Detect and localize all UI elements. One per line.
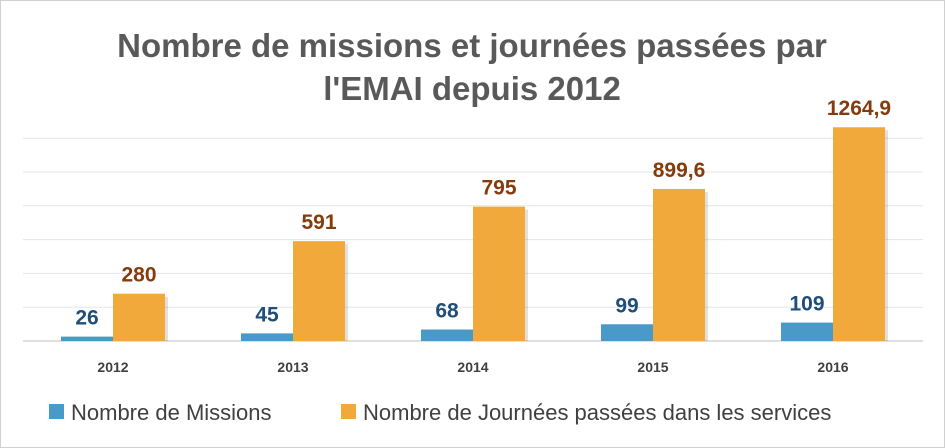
legend-label-journees: Nombre de Journées passées dans les serv… [363,400,831,425]
legend-label-missions: Nombre de Missions [71,400,272,425]
data-label-journees-2015: 899,6 [653,159,706,182]
bar-missions-2016 [781,322,833,341]
legend-swatch-missions [49,404,64,419]
bar-missions-2015 [601,324,653,341]
bar-missions-2014 [421,329,473,341]
data-label-journees-2016: 1264,9 [827,97,891,120]
bar-journees-2015 [653,188,705,341]
bars [61,127,888,341]
bar-journees-2014 [473,206,525,341]
x-tick-label-2012: 2012 [97,359,128,375]
chart-title-line-1: Nombre de missions et journées passées p… [117,27,827,64]
data-label-missions-2016: 109 [789,293,824,316]
data-label-missions-2014: 68 [435,300,459,323]
bar-journees-2016 [833,127,885,341]
bar-journees-2013 [293,241,345,341]
bar-missions-2012 [61,336,113,341]
x-tick-label-2014: 2014 [457,359,488,375]
legend: Nombre de Missions Nombre de Journées pas… [49,400,831,425]
data-label-journees-2014: 795 [481,177,516,200]
x-tick-label-2013: 2013 [277,359,308,375]
bar-missions-2013 [241,333,293,341]
data-label-missions-2012: 26 [75,307,98,330]
x-tick-label-2015: 2015 [637,359,668,375]
data-label-journees-2012: 280 [121,264,156,287]
x-tick-label-2016: 2016 [817,359,848,375]
legend-swatch-journees [341,404,356,419]
data-labels: 26 280 45 591 68 795 99 899,6 109 1264,9 [75,97,891,329]
chart-title-line-2: l'EMAI depuis 2012 [323,70,621,107]
data-label-missions-2015: 99 [615,294,638,317]
data-label-missions-2013: 45 [255,303,279,326]
x-axis-ticks: 2012 2013 2014 2015 2016 [97,359,848,375]
bar-journees-2012 [113,293,165,341]
data-label-journees-2013: 591 [301,211,336,234]
